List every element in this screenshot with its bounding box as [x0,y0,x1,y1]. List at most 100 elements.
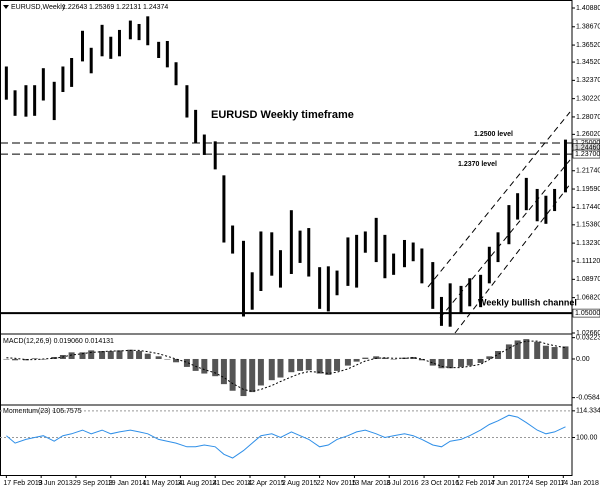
header-value: 1.24374 [143,4,168,11]
price-bar [89,47,93,74]
price-bar [61,66,65,93]
macd-bar [192,358,199,371]
price-bar [128,20,132,40]
y-tick-label: 1.13230 [576,240,600,247]
price-bar [479,274,483,308]
price-bar [137,23,141,41]
macd-bar [534,341,541,359]
macd-bar [68,352,75,359]
y-tick-label: 1.38670 [576,24,600,31]
macd-bar [523,339,530,359]
price-bar [165,40,169,68]
price-bar [289,210,293,274]
x-tick-label: 13 Mar 2016 [351,480,390,487]
price-bar [411,242,415,262]
macd-bar [438,358,445,369]
macd-bar [144,353,151,359]
macd-bar [562,346,569,359]
macd-bar [268,358,275,381]
symbol: EURUSD,Weekly [11,4,66,11]
price-bar [33,85,37,116]
macd-bar [418,358,425,361]
macd-bar [229,358,236,391]
level-label: 1.23700 [575,151,600,158]
macd-bar [155,356,162,359]
price-bar [524,177,528,211]
macd-bar [458,358,465,367]
macd-bar [127,349,134,359]
x-tick-label: 2 Aug 2015 [282,480,318,487]
macd-bar [240,358,247,397]
price-bar [402,239,406,268]
price-bar [157,41,161,58]
momentum-line [6,414,566,459]
macd-bar [201,358,208,374]
price-bar [41,68,45,101]
price-bar [363,231,367,253]
price-bar [298,230,302,263]
macd-bar [429,358,436,366]
price-bar [185,85,189,118]
y-tick-label: 1.30220 [576,95,600,102]
y-tick-label: 114.3344 [576,408,600,415]
level-label: 1.24460 [575,144,600,151]
macd-bar [353,358,360,362]
macd-bar [551,347,558,359]
x-tick-label: 22 Nov 2015 [317,480,357,487]
price-bar [535,188,539,222]
price-bar [174,62,178,86]
y-tick-label: 1.02660 [576,330,600,337]
price-bar [202,134,206,155]
price-bar [194,109,198,144]
y-tick-label: 1.15380 [576,222,600,229]
macd-bar [297,358,304,371]
macd-bar [505,344,512,359]
price-bar [24,85,28,117]
macd-bar [277,358,284,378]
y-tick-label: 1.34520 [576,59,600,66]
price-bar [431,262,435,309]
macd-bar [381,357,388,359]
y-tick-label: -0.0584 [576,394,600,401]
macd-bar [116,350,123,359]
price-bar [487,246,491,284]
macd-bar [325,358,332,375]
macd-bar [495,351,502,359]
macd-bar [31,358,38,359]
price-bar [213,141,217,170]
x-tick-label: 21 Dec 2014 [212,480,252,487]
price-bar [109,36,113,59]
macd-bar [136,351,143,359]
x-tick-label: 24 Sep 2017 [525,480,565,487]
macd-bar [447,358,454,369]
macd-bar [88,350,95,359]
price-bar [448,283,452,327]
price-bar [270,232,274,276]
macd-bar [22,358,29,361]
menu-arrow [3,5,9,9]
x-tick-label: 31 Aug 2014 [177,480,216,487]
y-tick-label: 1.36520 [576,42,600,49]
macd-bar [212,358,219,377]
price-bar [439,296,443,326]
level-label-box [572,308,600,318]
price-bar [146,16,150,46]
price-bar [307,228,311,277]
macd-bar [334,358,341,371]
y-tick-label: 1.32370 [576,77,600,84]
y-tick-label: 1.11120 [576,258,600,265]
price-bar [496,232,500,263]
header-value: 1.22131 [116,4,141,11]
macd-bar [477,358,484,363]
macd-bar [466,358,473,366]
y-tick-label: 1.06820 [576,294,600,301]
level-label: 1.05000 [575,310,600,317]
price-bar [563,139,567,193]
price-bar [420,248,424,284]
channel-line [427,111,571,288]
price-bar [318,267,322,309]
x-tick-label: 4 Jun 2017 [491,480,526,487]
price-bar [80,30,84,62]
price-bar [392,253,396,275]
price-bar [4,66,8,100]
